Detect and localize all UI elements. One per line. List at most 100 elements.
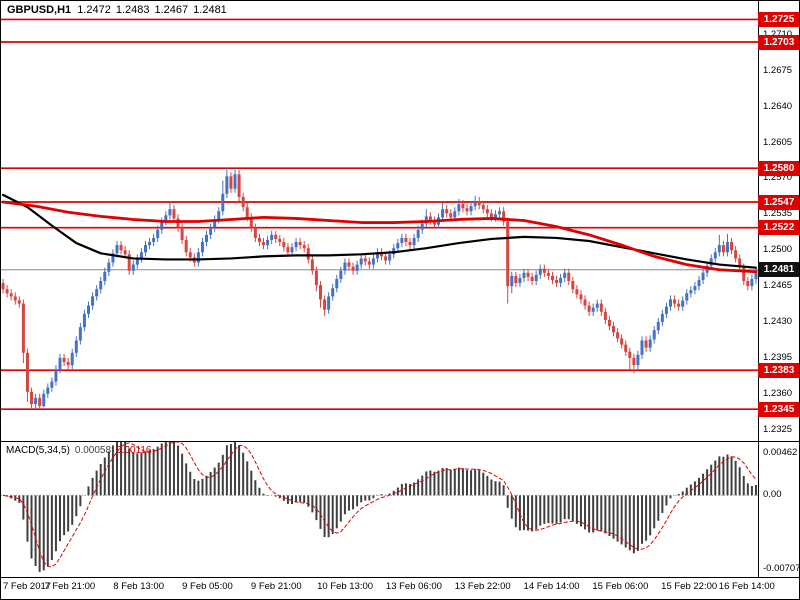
price-level-label: 1.2580 xyxy=(758,160,799,176)
candle-body xyxy=(168,209,172,216)
time-axis-label: 7 Feb 21:00 xyxy=(44,581,96,592)
candle-body xyxy=(176,218,180,228)
candle-body xyxy=(87,305,91,314)
candle-body xyxy=(298,242,302,246)
candle-body xyxy=(587,305,591,312)
candle-body xyxy=(469,206,473,212)
candle-body xyxy=(518,277,522,284)
time-axis-label: 13 Feb 22:00 xyxy=(454,581,511,592)
chart-title: GBPUSD,H1 1.2472 1.2483 1.2467 1.2481 xyxy=(7,4,232,16)
candle-body xyxy=(498,211,502,215)
candle-body xyxy=(636,354,640,366)
candle-body xyxy=(502,211,506,222)
time-axis-label: 8 Feb 13:00 xyxy=(113,581,164,592)
price-level-label: 1.2522 xyxy=(758,220,799,236)
candle-body xyxy=(591,307,595,312)
candle-body xyxy=(559,277,563,284)
candle-body xyxy=(111,253,115,263)
candle-body xyxy=(477,201,481,206)
candle-body xyxy=(17,300,21,304)
candle-body xyxy=(66,362,70,366)
candle-body xyxy=(388,254,392,261)
price-axis[interactable]: 1.27101.26751.26401.26051.25701.25351.25… xyxy=(758,1,799,577)
macd-tick-label: 0.00462 xyxy=(763,447,798,458)
candle-body xyxy=(432,220,436,225)
candle-body xyxy=(5,289,9,294)
candle-body xyxy=(420,223,424,230)
time-axis-label: 10 Feb 13:00 xyxy=(317,581,374,592)
candle-body xyxy=(746,281,750,287)
candle-body xyxy=(310,259,314,271)
candle-body xyxy=(266,239,270,246)
candle-body xyxy=(213,219,217,228)
candle-body xyxy=(404,237,408,243)
candle-body xyxy=(563,272,567,278)
candle-body xyxy=(196,252,200,263)
candle-body xyxy=(9,293,13,297)
current-price-label: 1.2481 xyxy=(758,262,799,278)
candle-body xyxy=(673,299,677,304)
candle-body xyxy=(172,209,176,219)
candle-body xyxy=(485,209,489,214)
price-level-label: 1.2383 xyxy=(758,362,799,378)
candle-body xyxy=(335,278,339,289)
candle-body xyxy=(668,299,672,307)
price-tick-label: 1.2675 xyxy=(763,64,793,76)
candle-body xyxy=(738,258,742,268)
candle-body xyxy=(21,303,25,353)
candle-body xyxy=(396,243,400,249)
candle-body xyxy=(217,211,221,220)
candle-body xyxy=(648,339,652,348)
ma-red-line[interactable] xyxy=(1,200,758,274)
candle-body xyxy=(318,285,322,300)
candle-body xyxy=(229,176,233,189)
candle-body xyxy=(603,311,607,320)
candle-body xyxy=(607,319,611,327)
candle-body xyxy=(595,303,599,308)
candle-body xyxy=(750,278,754,287)
quote-open: 1.2472 xyxy=(77,4,111,16)
quote-close: 1.2481 xyxy=(193,4,227,16)
candle-body xyxy=(34,397,38,405)
candle-body xyxy=(473,201,477,207)
candle-body xyxy=(616,332,620,339)
candle-body xyxy=(306,248,310,260)
candle-body xyxy=(164,215,168,222)
time-axis[interactable]: 7 Feb 2017 7 Feb 21:00 8 Feb 13:00 9 Feb 05… xyxy=(1,577,799,599)
candle-body xyxy=(620,338,624,345)
candle-body xyxy=(13,296,17,301)
candle-body xyxy=(221,193,225,212)
candle-body xyxy=(375,252,379,259)
candle-body xyxy=(233,174,237,189)
candle-body xyxy=(380,252,384,257)
time-axis-label: 9 Feb 21:00 xyxy=(250,581,302,592)
candle-body xyxy=(713,252,717,259)
candle-body xyxy=(50,381,54,388)
candle-body xyxy=(575,289,579,295)
candle-body xyxy=(489,213,493,218)
candle-body xyxy=(148,242,152,246)
candle-body xyxy=(730,242,734,251)
candle-body xyxy=(99,281,103,290)
time-axis-label: 16 Feb 14:00 xyxy=(718,581,775,592)
price-tick-label: 1.2605 xyxy=(763,136,793,148)
candle-body xyxy=(270,234,274,240)
candle-body xyxy=(685,293,689,301)
candle-body xyxy=(697,279,701,287)
symbol-period-label: GBPUSD,H1 xyxy=(7,4,72,16)
candle-body xyxy=(70,352,74,366)
candle-body xyxy=(274,234,278,239)
candle-body xyxy=(42,393,46,407)
quote-low: 1.2467 xyxy=(154,4,189,16)
macd-tick-label: 0.00 xyxy=(763,489,782,501)
candle-body xyxy=(567,272,571,281)
candle-body xyxy=(249,217,253,228)
time-axis-label: 7 Feb 2017 xyxy=(3,581,52,592)
candle-body xyxy=(412,237,416,246)
candle-body xyxy=(225,176,229,194)
ma-black-line[interactable] xyxy=(1,193,758,269)
quote-high: 1.2483 xyxy=(115,4,150,16)
indicator-name: MACD(5,34,5) xyxy=(6,445,70,456)
